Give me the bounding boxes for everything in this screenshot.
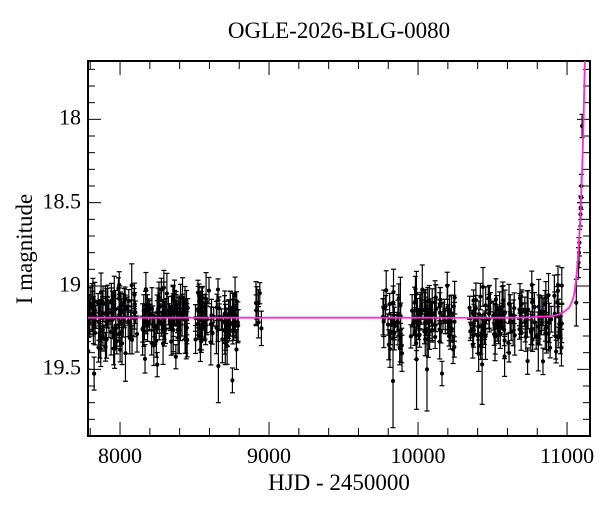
y-tick-label: 19.5: [42, 355, 82, 381]
x-tick-label: 8000: [98, 443, 143, 468]
x-axis-label: HJD - 2450000: [268, 470, 410, 495]
x-tick-label: 11000: [539, 443, 595, 468]
y-tick-label: 18: [59, 105, 81, 131]
y-tick-label: 18.5: [42, 188, 82, 214]
y-tick-label: 19: [59, 271, 81, 297]
x-tick-label: 10000: [390, 443, 446, 468]
y-axis-label: I magnitude: [12, 193, 37, 305]
plot-title: OGLE-2026-BLG-0080: [227, 18, 451, 43]
x-tick-label: 9000: [247, 443, 292, 468]
